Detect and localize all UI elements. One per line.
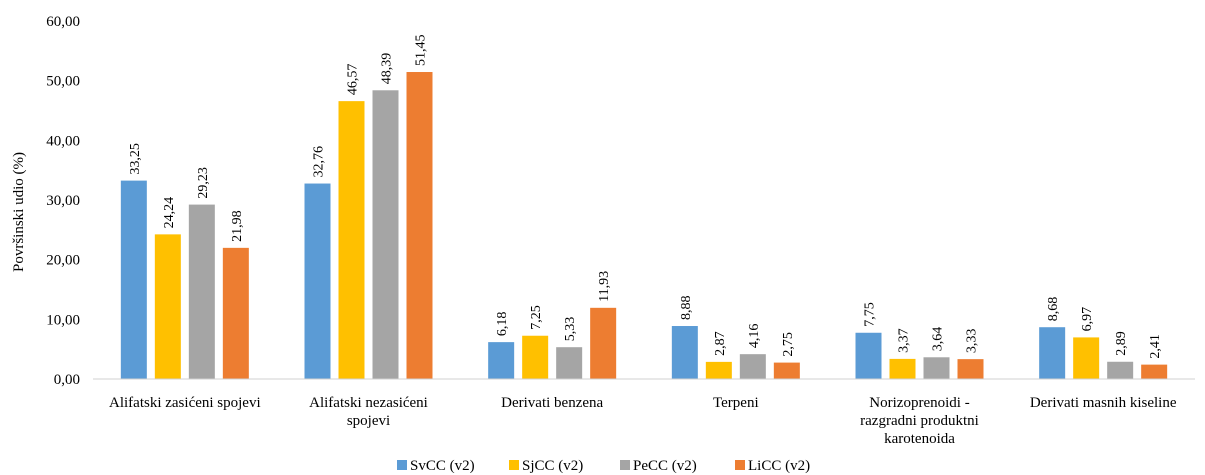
data-label: 51,45 xyxy=(414,35,429,67)
bar xyxy=(556,347,583,379)
data-label: 6,18 xyxy=(495,312,510,336)
bar xyxy=(671,326,698,379)
data-label: 2,89 xyxy=(1114,331,1129,356)
bar xyxy=(590,307,617,379)
data-label: 29,23 xyxy=(196,167,211,199)
y-axis-title: Površinski udio (%) xyxy=(11,152,27,272)
bar xyxy=(923,357,950,379)
bar xyxy=(739,354,766,379)
data-label: 32,76 xyxy=(312,146,327,178)
category-label: Alifatski nezasićeni xyxy=(309,395,428,411)
legend-label: SjCC (v2) xyxy=(522,458,583,474)
y-tick-label: 30,00 xyxy=(46,193,80,209)
bar xyxy=(1039,327,1066,379)
legend-label: PeCC (v2) xyxy=(633,458,697,474)
bar xyxy=(222,247,249,379)
y-axis-ticks: 0,00 10,00 20,00 30,00 40,00 50,00 60,00 xyxy=(46,14,80,388)
bar xyxy=(488,342,515,379)
bar xyxy=(957,359,984,379)
data-label: 2,87 xyxy=(713,331,728,356)
data-label: 2,75 xyxy=(781,332,796,357)
category-label: Derivati benzena xyxy=(501,395,603,411)
category-label: Terpeni xyxy=(713,395,759,411)
data-label: 11,93 xyxy=(597,271,612,302)
data-label: 33,25 xyxy=(128,143,143,175)
bar xyxy=(705,361,732,379)
bar xyxy=(372,90,399,379)
bar xyxy=(304,183,331,379)
y-tick-label: 50,00 xyxy=(46,74,80,90)
data-label: 3,33 xyxy=(965,329,980,354)
bar xyxy=(855,332,882,379)
bar xyxy=(154,234,181,379)
data-label: 8,68 xyxy=(1046,297,1061,322)
category-label: karotenoida xyxy=(884,431,955,447)
category-labels: Alifatski zasićeni spojevi Alifatski neza… xyxy=(109,395,1177,447)
data-label: 21,98 xyxy=(230,210,245,241)
data-label: 6,97 xyxy=(1080,307,1095,332)
data-label: 46,57 xyxy=(346,64,361,96)
data-label: 7,75 xyxy=(863,302,878,327)
data-label: 48,39 xyxy=(380,53,395,85)
bar xyxy=(1073,337,1100,379)
bar xyxy=(522,335,549,379)
data-label: 24,24 xyxy=(162,197,177,229)
category-label: Alifatski zasićeni spojevi xyxy=(109,395,261,411)
legend-swatch xyxy=(735,460,745,470)
category-label: razgradni produktni xyxy=(860,413,979,429)
y-tick-label: 60,00 xyxy=(46,14,80,30)
data-label: 7,25 xyxy=(529,305,544,330)
data-labels: 33,25 32,76 6,18 8,88 7,75 8,68 24,24 46,57 7,25… xyxy=(128,35,1163,359)
bar xyxy=(773,362,800,379)
legend-label: LiCC (v2) xyxy=(748,458,810,474)
data-label: 3,37 xyxy=(897,328,912,353)
bar xyxy=(406,72,433,379)
data-label: 8,88 xyxy=(679,296,694,321)
bar xyxy=(338,101,365,380)
y-tick-label: 20,00 xyxy=(46,253,80,269)
data-label: 5,33 xyxy=(563,317,578,342)
bar xyxy=(120,180,147,379)
bar xyxy=(1141,364,1168,379)
legend-label: SvCC (v2) xyxy=(410,458,475,474)
data-label: 4,16 xyxy=(747,324,762,349)
category-label: Derivati masnih kiseline xyxy=(1030,395,1177,411)
data-label: 3,64 xyxy=(931,327,946,352)
bar xyxy=(889,358,916,379)
legend-swatch xyxy=(509,460,519,470)
category-label: Norizoprenoidi - xyxy=(869,395,969,411)
bar xyxy=(1107,361,1134,379)
category-label: spojevi xyxy=(347,413,390,429)
data-label: 2,41 xyxy=(1148,334,1163,359)
legend-swatch xyxy=(397,460,407,470)
y-tick-label: 10,00 xyxy=(46,312,80,328)
bars xyxy=(120,72,1168,380)
y-tick-label: 0,00 xyxy=(54,372,80,388)
bar xyxy=(188,204,215,379)
y-tick-label: 40,00 xyxy=(46,133,80,149)
legend: SvCC (v2) SjCC (v2) PeCC (v2) LiCC (v2) xyxy=(397,458,810,474)
y-axis-title-group: Površinski udio (%) xyxy=(11,152,27,272)
legend-swatch xyxy=(620,460,630,470)
